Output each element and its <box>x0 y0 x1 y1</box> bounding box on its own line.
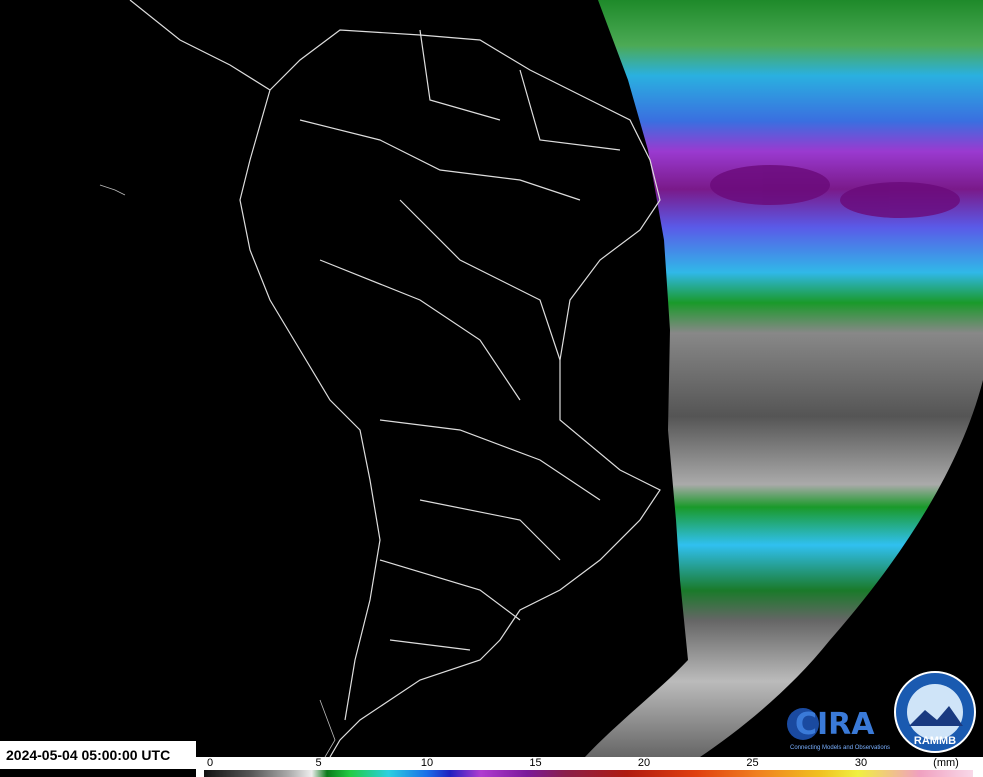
colorbar-tick-label: 10 <box>420 757 434 769</box>
rammb-mountains <box>909 706 963 726</box>
colorbar: (mm) 0 5 10 15 20 25 30 <box>196 757 983 777</box>
cira-logo: CIRA Connecting Models and Observations <box>787 707 890 751</box>
colorbar-gradient <box>204 770 973 777</box>
cira-name: CIRA <box>795 707 875 742</box>
cira-globe <box>787 708 819 740</box>
moist-core <box>710 165 960 218</box>
colorbar-tick-label: 25 <box>746 757 759 769</box>
coastline <box>99 184 336 757</box>
country-borders <box>129 0 661 757</box>
satellite-map <box>99 0 983 757</box>
cira-tagline: Connecting Models and Observations <box>790 745 890 751</box>
colorbar-unit: (mm) <box>933 757 959 769</box>
rammb-sky <box>907 684 963 740</box>
timestamp: 2024-05-04 05:00:00 UTC <box>0 741 196 769</box>
rammb-logo: RAMMB <box>894 671 976 753</box>
colorbar-tick-label: 30 <box>854 757 868 769</box>
colorbar-tick-label: 15 <box>529 757 542 769</box>
colorbar-tick-label: 5 <box>315 757 322 769</box>
rammb-name: RAMMB <box>914 735 956 747</box>
colorbar-tick-label: 0 <box>206 757 214 769</box>
colorbar-tick-label: 20 <box>637 757 651 769</box>
